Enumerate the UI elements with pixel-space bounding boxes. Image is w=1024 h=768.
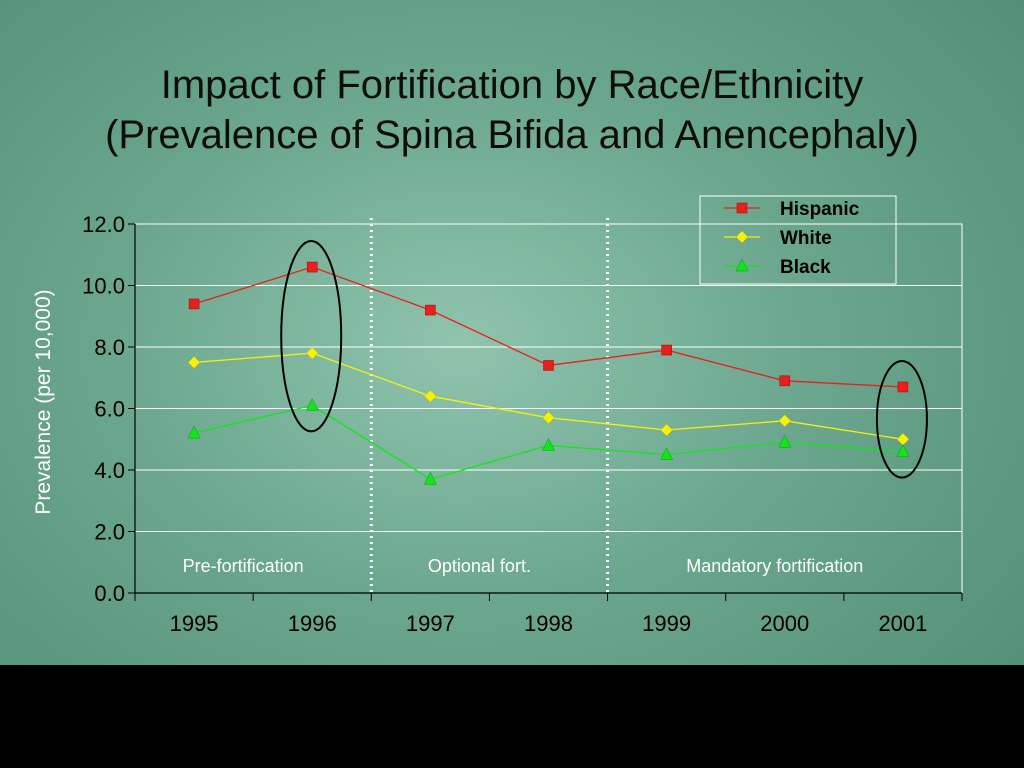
y-tick-labels: 0.0 2.0 4.0 6.0 8.0 10.0 12.0 xyxy=(82,212,125,606)
slide-title-line-2: (Prevalence of Spina Bifida and Anenceph… xyxy=(105,113,919,157)
bottom-bar xyxy=(0,665,1024,768)
series-hispanic xyxy=(188,261,909,393)
data-point xyxy=(306,261,318,273)
period-label: Pre-fortification xyxy=(183,556,304,576)
x-tick-label: 1998 xyxy=(524,611,573,636)
data-point xyxy=(425,304,436,316)
data-point xyxy=(660,447,674,460)
data-point xyxy=(735,230,749,244)
y-tick-label: 6.0 xyxy=(94,397,125,422)
data-point xyxy=(660,423,673,437)
y-tick-label: 4.0 xyxy=(94,458,125,483)
legend: Hispanic White Black xyxy=(699,195,897,285)
data-point xyxy=(305,397,319,411)
data-point xyxy=(778,434,792,448)
legend-entry-white: White xyxy=(724,228,832,249)
period-label: Optional fort. xyxy=(428,556,531,576)
x-tick-labels: 1995 1996 1997 1998 1999 2000 2001 xyxy=(170,611,928,636)
data-point xyxy=(188,298,200,310)
x-tick-label: 1999 xyxy=(642,611,691,636)
series xyxy=(187,261,910,485)
data-point xyxy=(305,346,319,360)
highlight-ellipses xyxy=(280,240,928,479)
y-tick-label: 12.0 xyxy=(82,212,125,237)
data-point xyxy=(896,432,910,446)
data-point xyxy=(661,344,672,356)
y-tick-label: 0.0 xyxy=(94,581,125,606)
data-point xyxy=(187,356,201,369)
x-tick-label: 1996 xyxy=(288,611,337,636)
x-tick-label: 1997 xyxy=(406,611,455,636)
y-tick-label: 2.0 xyxy=(94,520,125,545)
data-point xyxy=(543,360,554,371)
axes xyxy=(128,223,963,601)
series-black xyxy=(187,397,910,485)
data-point xyxy=(542,411,555,425)
data-point xyxy=(423,471,437,485)
data-point xyxy=(542,437,555,451)
legend-label: White xyxy=(780,228,832,249)
slide-title-line-1: Impact of Fortification by Race/Ethnicit… xyxy=(160,63,864,107)
data-point xyxy=(779,375,791,387)
legend-box xyxy=(699,195,897,285)
data-point xyxy=(778,414,792,428)
y-axis-label: Prevalence (per 10,000) xyxy=(32,289,55,514)
legend-label: Black xyxy=(780,257,831,278)
legend-entry-hispanic: Hispanic xyxy=(724,199,860,220)
y-tick-label: 8.0 xyxy=(94,335,125,360)
data-point xyxy=(897,381,909,393)
period-labels: Pre-fortification Optional fort. Mandatory… xyxy=(183,556,864,576)
legend-entry-black: Black xyxy=(724,257,831,278)
data-point xyxy=(896,443,910,457)
gridlines xyxy=(135,223,962,532)
y-tick-label: 10.0 xyxy=(82,274,125,299)
data-point xyxy=(736,202,748,214)
highlight-ellipse xyxy=(280,240,343,433)
period-label: Mandatory fortification xyxy=(686,556,863,576)
x-tick-label: 1995 xyxy=(170,611,219,636)
x-tick-label: 2001 xyxy=(878,611,927,636)
data-point xyxy=(424,389,437,403)
legend-label: Hispanic xyxy=(780,199,860,220)
data-point xyxy=(187,425,201,439)
data-point xyxy=(735,258,749,272)
highlight-ellipse xyxy=(875,359,928,479)
x-tick-label: 2000 xyxy=(760,611,809,636)
series-white xyxy=(187,346,910,446)
